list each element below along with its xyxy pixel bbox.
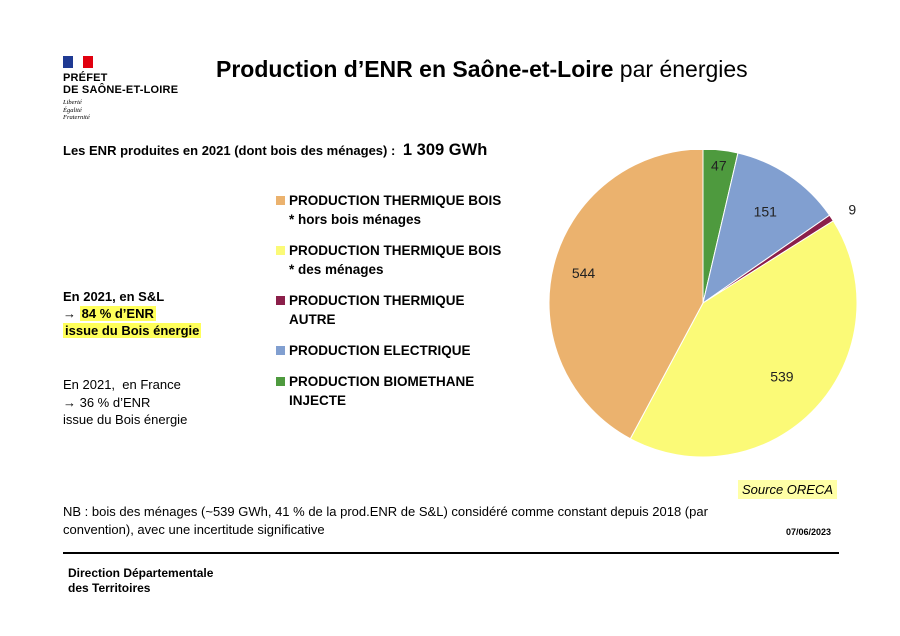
motto-egalite: Égalité xyxy=(63,106,82,114)
legend-item-bois-hors-menages: PRODUCTION THERMIQUE BOIS * hors bois mé… xyxy=(276,191,501,229)
legend-sublabel: * hors bois ménages xyxy=(289,212,422,227)
note-fr-line-2: → 36 % d’ENR xyxy=(63,394,151,410)
note-fr-line-3: issue du Bois énergie xyxy=(63,412,188,427)
title-rest: par énergies xyxy=(613,56,748,82)
legend-label: PRODUCTION THERMIQUE AUTRE xyxy=(289,293,465,327)
total-label: Les ENR produites en 2021 (dont bois des… xyxy=(63,143,396,158)
pie-data-label-47: 47 xyxy=(711,157,727,173)
legend-swatch-biomethane xyxy=(276,377,285,386)
highlight-bois-energie: issue du Bois énergie xyxy=(63,323,202,338)
highlight-84-percent: 84 % d’ENR xyxy=(79,306,156,321)
footer-line-1: Direction Départementale xyxy=(68,566,214,580)
logo-line-2: DE SAÔNE-ET-LOIRE xyxy=(63,84,179,96)
total-line: Les ENR produites en 2021 (dont bois des… xyxy=(63,141,487,160)
legend-label: PRODUCTION THERMIQUE BOIS xyxy=(289,193,502,208)
footer-line-2: des Territoires xyxy=(68,581,151,595)
note-sl-line-1: En 2021, en S&L xyxy=(63,289,165,304)
logo-motto: Liberté Égalité Fraternité xyxy=(63,99,203,122)
legend-label: PRODUCTION ELECTRIQUE xyxy=(289,343,471,358)
arrow-prefix: → xyxy=(63,306,80,321)
date-label: 07/06/2023 xyxy=(786,527,832,537)
pie-data-label-151: 151 xyxy=(754,203,778,219)
note-france: En 2021, en France → 36 % d’ENR issue du… xyxy=(63,376,187,429)
pie-slice-544 xyxy=(548,150,704,440)
total-value: 1 309 GWh xyxy=(402,141,488,159)
pie-slice-151 xyxy=(702,152,831,305)
pie-data-label-539: 539 xyxy=(770,368,794,384)
legend-swatch-bois-hors-menages xyxy=(276,196,285,205)
motto-fraternite: Fraternité xyxy=(63,114,90,121)
pie-data-label-544: 544 xyxy=(572,265,596,281)
source-label: Source ORECA xyxy=(738,480,838,499)
prefet-logo: PRÉFET DE SAÔNE-ET-LOIRE Liberté Égalité… xyxy=(63,56,203,122)
footer-divider xyxy=(63,552,839,554)
note-sl-line-3: issue du Bois énergie xyxy=(63,322,202,339)
legend-sublabel: * des ménages xyxy=(289,262,384,277)
note-fr-line-1: En 2021, en France xyxy=(63,377,181,392)
note-saone-et-loire: En 2021, en S&L → 84 % d’ENR issue du Bo… xyxy=(63,288,202,339)
pie-chart: 47 151 9 539 544 xyxy=(548,150,858,458)
legend-item-thermique-autre: PRODUCTION THERMIQUE AUTRE xyxy=(276,291,506,329)
logo-line-1: PRÉFET xyxy=(63,72,108,84)
note-sl-line-2: → 84 % d’ENR xyxy=(63,305,201,322)
legend-label: PRODUCTION BIOMETHANE INJECTE xyxy=(289,374,475,408)
legend-swatch-electrique xyxy=(276,346,285,355)
footer: Direction Départementale des Territoires xyxy=(68,566,213,596)
legend-item-biomethane: PRODUCTION BIOMETHANE INJECTE xyxy=(276,372,521,410)
legend-label: PRODUCTION THERMIQUE BOIS xyxy=(289,243,502,258)
pie-data-label-9: 9 xyxy=(848,202,856,218)
legend-swatch-thermique-autre xyxy=(276,296,285,305)
page-title: Production d’ENR en Saône-et-Loire par é… xyxy=(216,56,748,83)
title-bold: Production d’ENR en Saône-et-Loire xyxy=(216,56,614,82)
nb-note: NB : bois des ménages (~539 GWh, 41 % de… xyxy=(63,504,708,537)
pie-slice-539 xyxy=(629,220,858,458)
motto-liberte: Liberté xyxy=(63,99,82,106)
legend-item-bois-menages: PRODUCTION THERMIQUE BOIS * des ménages xyxy=(276,241,501,279)
legend-item-electrique: PRODUCTION ELECTRIQUE xyxy=(276,341,471,360)
french-flag-icon xyxy=(63,56,93,68)
legend-swatch-bois-menages xyxy=(276,246,285,255)
